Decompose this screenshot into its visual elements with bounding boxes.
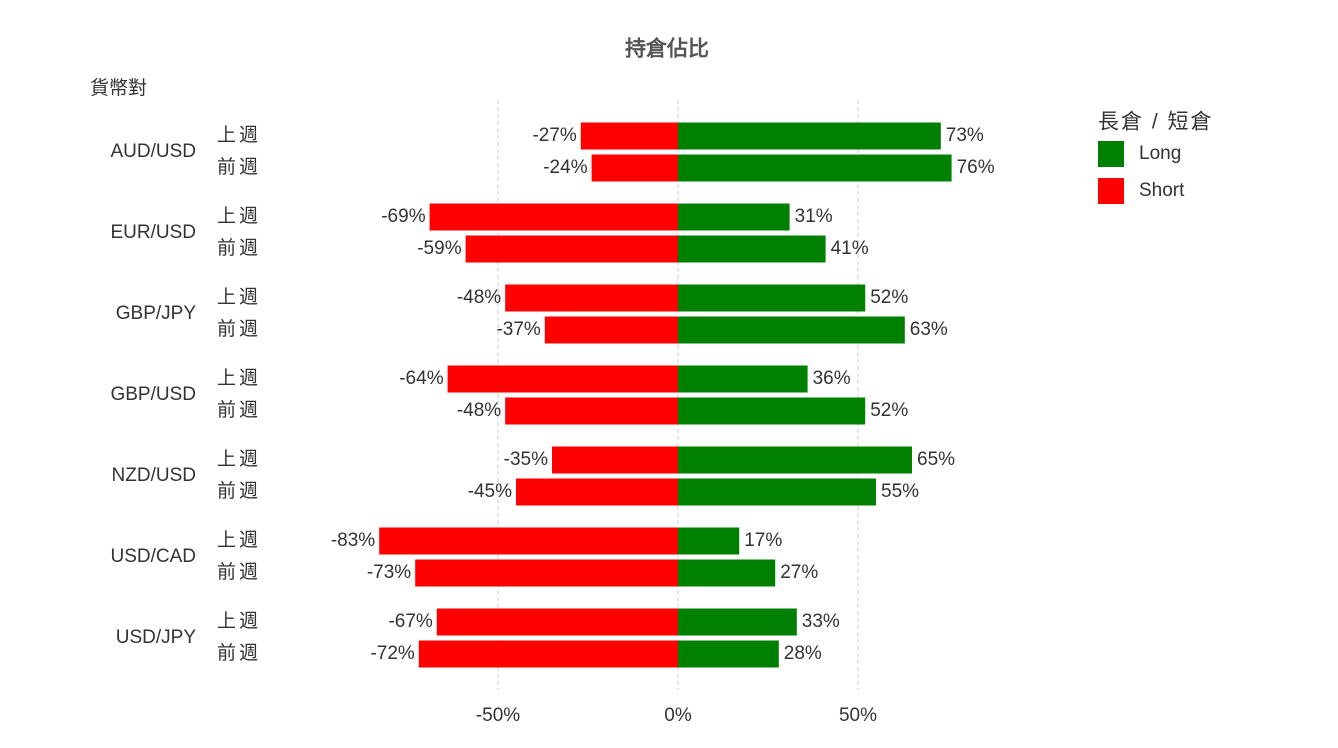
bar <box>436 608 678 636</box>
bar <box>505 284 678 312</box>
value-label: -48% <box>457 287 501 308</box>
value-label: 76% <box>957 157 995 178</box>
category-label: 前週 <box>217 237 261 259</box>
bar <box>516 478 678 506</box>
y-axis-label: 貨幣對 <box>90 77 147 99</box>
value-label: -83% <box>331 530 375 551</box>
value-label: -35% <box>504 449 548 470</box>
bar <box>678 559 776 587</box>
value-label: 17% <box>744 530 782 551</box>
bar <box>591 154 678 182</box>
group-label: GBP/JPY <box>116 303 197 324</box>
value-label: 27% <box>780 562 818 583</box>
category-label: 上週 <box>217 205 261 227</box>
bar <box>678 608 797 636</box>
bar <box>678 316 905 344</box>
bar <box>429 203 678 231</box>
value-label: 73% <box>946 125 984 146</box>
bar <box>678 284 866 312</box>
value-label: -67% <box>388 611 432 632</box>
bar <box>552 446 678 474</box>
legend-swatch <box>1098 141 1124 167</box>
value-label: 63% <box>910 319 948 340</box>
bar <box>447 365 678 393</box>
category-label: 前週 <box>217 399 261 421</box>
bar <box>678 203 790 231</box>
value-label: 41% <box>831 238 869 259</box>
bar <box>678 154 952 182</box>
category-label: 前週 <box>217 642 261 664</box>
value-label: 36% <box>813 368 851 389</box>
value-label: -72% <box>370 643 414 664</box>
legend-label: Long <box>1139 143 1181 164</box>
bar <box>678 122 941 150</box>
chart-title: 持倉佔比 <box>625 37 709 61</box>
category-label: 上週 <box>217 124 261 146</box>
bar <box>678 478 876 506</box>
bar <box>678 527 740 555</box>
value-label: -59% <box>417 238 461 259</box>
value-label: 52% <box>870 400 908 421</box>
legend-swatch <box>1098 178 1124 204</box>
bar <box>418 640 678 668</box>
bar <box>544 316 678 344</box>
value-label: 28% <box>784 643 822 664</box>
bar <box>465 235 678 263</box>
value-label: 31% <box>795 206 833 227</box>
bar <box>505 397 678 425</box>
bar <box>678 640 779 668</box>
value-label: -45% <box>468 481 512 502</box>
category-label: 上週 <box>217 448 261 470</box>
bar <box>678 365 808 393</box>
value-label: -69% <box>381 206 425 227</box>
category-label: 前週 <box>217 156 261 178</box>
value-label: -24% <box>543 157 587 178</box>
value-label: 55% <box>881 481 919 502</box>
category-label: 上週 <box>217 286 261 308</box>
category-label: 上週 <box>217 367 261 389</box>
value-label: 33% <box>802 611 840 632</box>
group-label: USD/CAD <box>110 546 196 567</box>
value-label: 65% <box>917 449 955 470</box>
category-label: 前週 <box>217 318 261 340</box>
bar <box>580 122 678 150</box>
group-label: AUD/USD <box>110 141 196 162</box>
value-label: -73% <box>367 562 411 583</box>
value-label: -48% <box>457 400 501 421</box>
bar <box>379 527 678 555</box>
x-tick-label: 50% <box>839 705 877 726</box>
category-label: 上週 <box>217 529 261 551</box>
bar <box>678 397 866 425</box>
category-label: 前週 <box>217 480 261 502</box>
category-label: 上週 <box>217 610 261 632</box>
category-label: 前週 <box>217 561 261 583</box>
group-label: EUR/USD <box>110 222 196 243</box>
x-tick-label: -50% <box>476 705 520 726</box>
value-label: 52% <box>870 287 908 308</box>
group-label: GBP/USD <box>110 384 196 405</box>
bar <box>415 559 678 587</box>
group-label: NZD/USD <box>112 465 196 486</box>
legend-title: 長倉 / 短倉 <box>1098 111 1214 134</box>
bar <box>678 446 912 474</box>
group-label: USD/JPY <box>116 627 197 648</box>
x-tick-label: 0% <box>664 705 692 726</box>
bar <box>678 235 826 263</box>
legend-label: Short <box>1139 180 1185 201</box>
value-label: -27% <box>532 125 576 146</box>
value-label: -37% <box>496 319 540 340</box>
value-label: -64% <box>399 368 443 389</box>
